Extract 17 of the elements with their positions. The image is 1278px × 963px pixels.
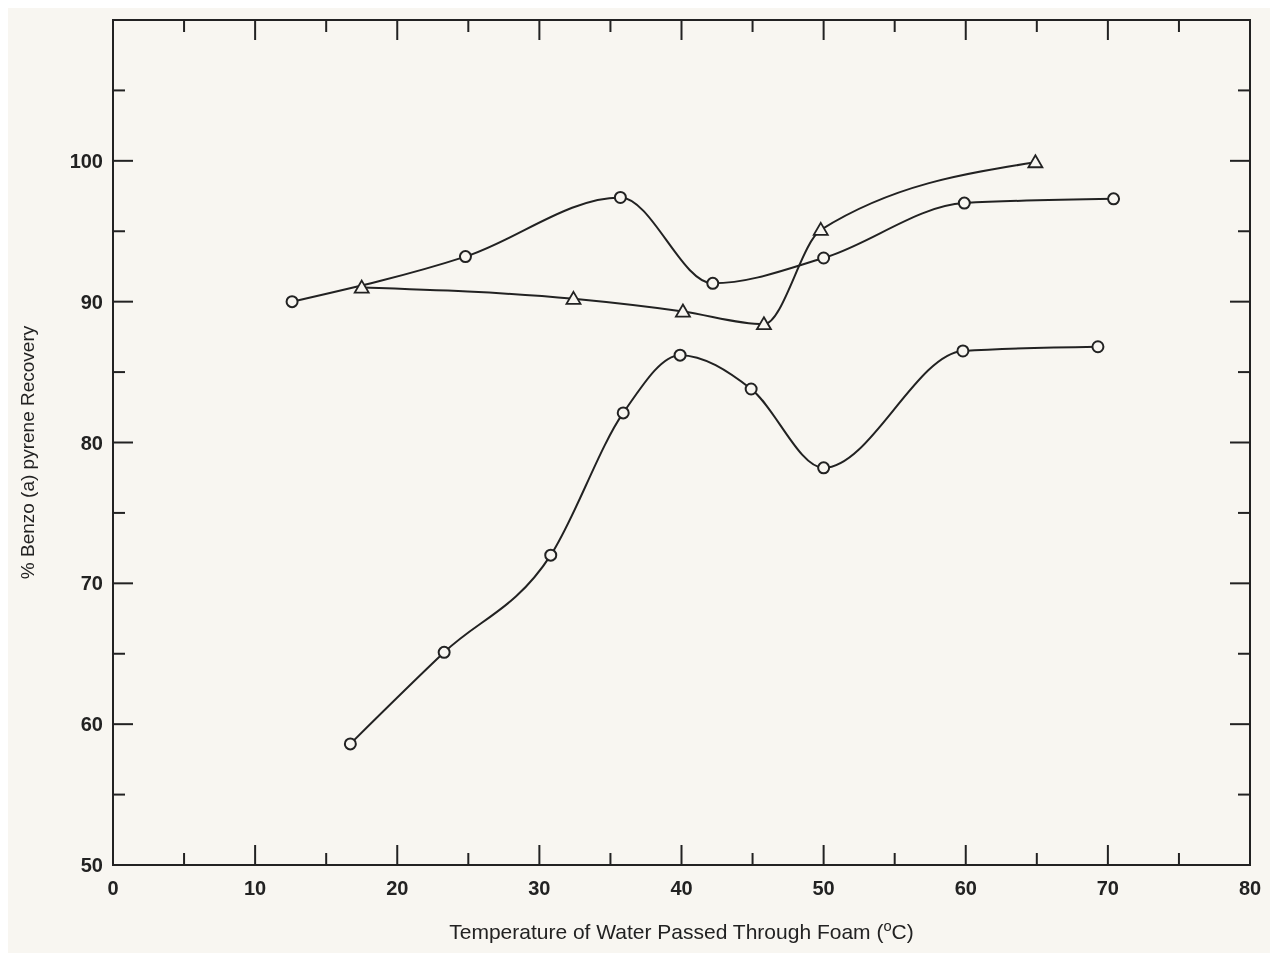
x-tick-label: 10: [244, 877, 267, 899]
x-tick-label: 70: [1096, 877, 1119, 899]
y-tick-label: 100: [69, 149, 103, 172]
x-tick-label: 50: [812, 877, 835, 899]
y-tick-label: 90: [80, 290, 103, 313]
y-axis-title: % Benzo (a) pyrene Recovery: [17, 325, 38, 580]
x-tick-label: 30: [528, 877, 551, 899]
x-tick-label: 60: [954, 877, 977, 899]
y-tick-label: 70: [80, 572, 103, 595]
y-tick-label: 60: [80, 713, 103, 736]
x-tick-label: 0: [107, 877, 119, 899]
x-tick-label: 80: [1238, 877, 1262, 899]
x-tick-label: 20: [386, 877, 409, 899]
x-tick-label: 40: [670, 877, 693, 899]
y-tick-label: 50: [80, 854, 103, 876]
y-tick-label: 80: [80, 431, 103, 454]
x-axis-title: Temperature of Water Passed Through Foam ($^{o}$C): [449, 918, 914, 943]
